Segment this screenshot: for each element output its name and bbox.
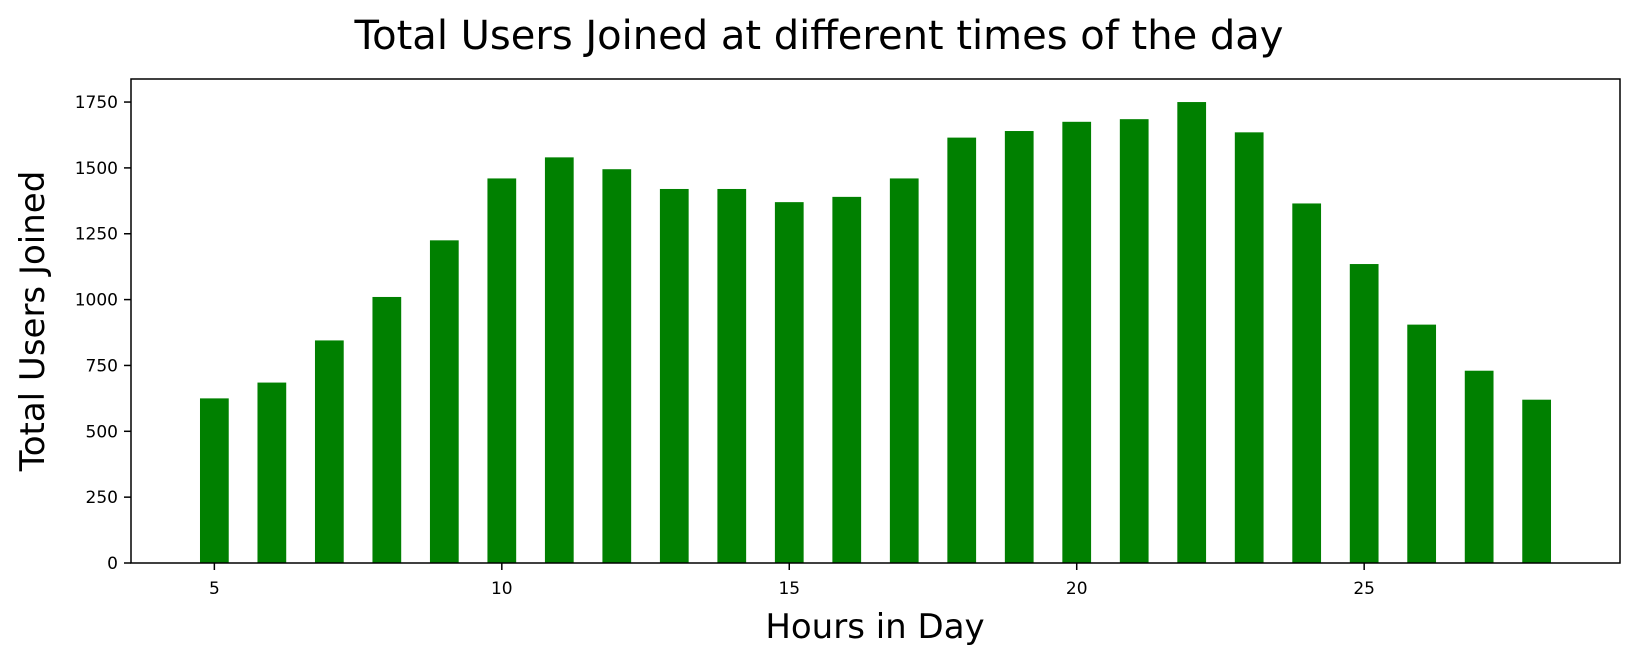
bar-12 bbox=[602, 169, 632, 563]
bar-23 bbox=[1234, 132, 1264, 563]
bar-6 bbox=[257, 382, 287, 563]
bar-21 bbox=[1119, 119, 1149, 564]
x-tick-label: 25 bbox=[1353, 579, 1375, 599]
bar-22 bbox=[1177, 102, 1207, 564]
chart-title: Total Users Joined at different times of… bbox=[354, 13, 1284, 59]
plot-frame bbox=[130, 78, 1621, 564]
bar-7 bbox=[314, 340, 344, 563]
bar-9 bbox=[429, 240, 459, 564]
x-tick-label: 5 bbox=[209, 579, 220, 599]
x-tick-label: 10 bbox=[491, 579, 513, 599]
x-tick-label: 15 bbox=[778, 579, 800, 599]
bar-18 bbox=[947, 137, 977, 563]
y-tick-label: 250 bbox=[86, 488, 118, 508]
y-tick-label: 750 bbox=[86, 356, 118, 376]
y-axis-label: Total Users Joined bbox=[13, 171, 53, 473]
bar-20 bbox=[1062, 121, 1092, 563]
bar-27 bbox=[1464, 370, 1494, 563]
bar-25 bbox=[1349, 264, 1379, 563]
bar-15 bbox=[774, 202, 804, 563]
bar-24 bbox=[1292, 203, 1322, 563]
x-ticks-group: 5 10 15 20 25 bbox=[209, 563, 1375, 599]
bar-14 bbox=[717, 188, 747, 563]
bar-28 bbox=[1522, 399, 1552, 563]
bar-19 bbox=[1004, 131, 1034, 563]
bar-17 bbox=[889, 178, 919, 563]
y-tick-label: 1000 bbox=[75, 291, 118, 311]
bar-8 bbox=[372, 296, 402, 563]
bar-10 bbox=[487, 178, 517, 563]
bar-11 bbox=[544, 157, 574, 563]
bar-13 bbox=[659, 188, 689, 563]
x-axis-label: Hours in Day bbox=[765, 607, 984, 647]
y-tick-label: 500 bbox=[86, 422, 118, 442]
x-tick-label: 20 bbox=[1066, 579, 1088, 599]
bars-group bbox=[199, 102, 1552, 564]
y-tick-label: 1250 bbox=[75, 225, 118, 245]
bar-16 bbox=[832, 196, 862, 563]
y-tick-label: 1500 bbox=[75, 159, 118, 179]
y-ticks-group: 0 250 500 750 1000 1250 1500 1750 bbox=[75, 93, 131, 574]
y-tick-label: 1750 bbox=[75, 93, 118, 113]
bar-5 bbox=[199, 398, 229, 563]
bar-26 bbox=[1407, 324, 1437, 563]
y-tick-label: 0 bbox=[107, 554, 118, 574]
